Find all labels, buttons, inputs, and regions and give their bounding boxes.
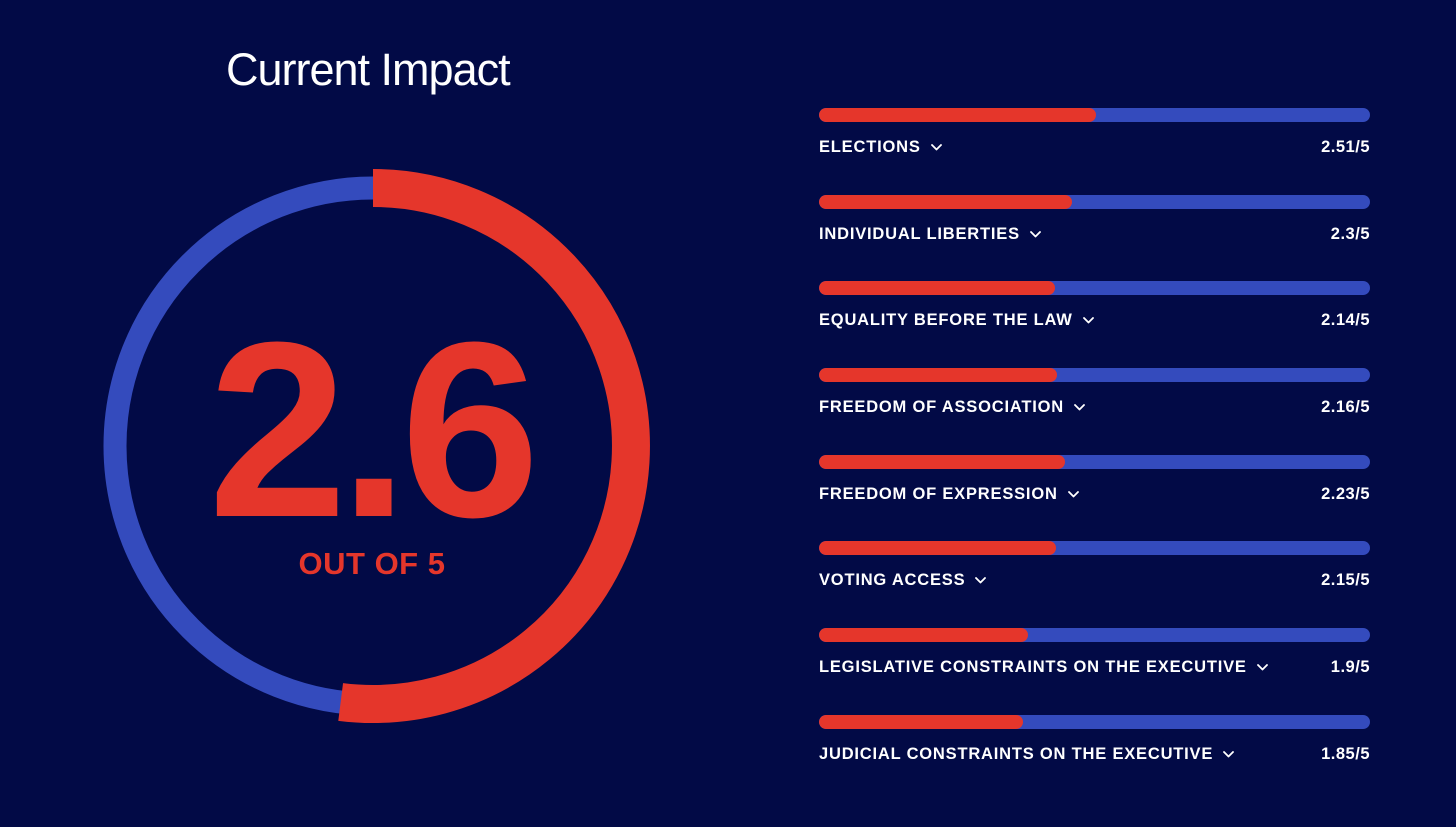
metric-label: FREEDOM OF EXPRESSION <box>819 483 1079 505</box>
metric-item: JUDICIAL CONSTRAINTS ON THE EXECUTIVE 1.8… <box>819 714 1370 802</box>
metric-toggle-5[interactable]: FREEDOM OF EXPRESSION 2.23/5 <box>819 483 1370 505</box>
chevron-down-icon[interactable] <box>1074 404 1085 411</box>
overall-score-gauge: 2.6 OUT OF 5 <box>103 169 650 723</box>
metric-item: EQUALITY BEFORE THE LAW 2.14/5 <box>819 281 1370 368</box>
metric-value: 1.85/5 <box>1321 744 1370 763</box>
chevron-down-icon[interactable] <box>975 577 987 584</box>
metric-toggle-8[interactable]: JUDICIAL CONSTRAINTS ON THE EXECUTIVE 1.8… <box>819 743 1370 765</box>
metric-value: 1.9/5 <box>1330 658 1370 677</box>
metric-bar-track <box>819 281 1370 296</box>
metric-bar-track <box>819 368 1370 383</box>
metric-item: ELECTIONS 2.51/5 <box>819 108 1370 195</box>
metric-toggle-4[interactable]: FREEDOM OF ASSOCIATION 2.16/5 <box>819 396 1370 418</box>
metric-toggle-6[interactable]: VOTING ACCESS 2.15/5 <box>819 569 1370 591</box>
metric-toggle-1[interactable]: ELECTIONS 2.51/5 <box>819 136 1370 158</box>
chevron-down-icon[interactable] <box>1067 490 1079 498</box>
metric-label-text: LEGISLATIVE CONSTRAINTS ON THE EXECUTIVE <box>819 658 1247 677</box>
metric-label: INDIVIDUAL LIBERTIES <box>819 223 1041 245</box>
metric-value: 2.23/5 <box>1321 484 1370 503</box>
metric-label-text: INDIVIDUAL LIBERTIES <box>819 224 1020 243</box>
chevron-down-icon[interactable] <box>1029 230 1041 238</box>
overall-score-value: 2.6 <box>208 290 532 569</box>
chevron-down-icon[interactable] <box>1256 664 1268 671</box>
metrics-list: ELECTIONS 2.51/5 INDIVIDUAL LIBERTIES 2.3/5… <box>819 108 1370 802</box>
metric-bar-fill <box>819 628 1029 643</box>
metric-label-text: FREEDOM OF ASSOCIATION <box>819 398 1064 417</box>
metric-label-text: FREEDOM OF EXPRESSION <box>819 484 1058 503</box>
metric-value: 2.16/5 <box>1321 398 1370 417</box>
metric-bar-track <box>819 714 1370 729</box>
metric-item: LEGISLATIVE CONSTRAINTS ON THE EXECUTIVE… <box>819 628 1370 715</box>
metric-label: VOTING ACCESS <box>819 569 987 591</box>
metric-label-text: VOTING ACCESS <box>819 571 966 590</box>
metric-bar-track <box>819 541 1370 556</box>
overall-score-caption: OUT OF 5 <box>299 546 446 581</box>
metric-bar-track <box>819 454 1370 469</box>
chevron-down-icon[interactable] <box>1082 317 1094 324</box>
metric-value: 2.3/5 <box>1330 224 1370 243</box>
metric-item: FREEDOM OF ASSOCIATION 2.16/5 <box>819 368 1370 455</box>
chevron-down-icon[interactable] <box>930 144 942 151</box>
metric-bar-fill <box>819 194 1073 209</box>
metric-bar-track <box>819 194 1370 209</box>
metric-label-text: EQUALITY BEFORE THE LAW <box>819 311 1073 330</box>
metric-label-text: JUDICIAL CONSTRAINTS ON THE EXECUTIVE <box>819 744 1214 763</box>
metric-label: EQUALITY BEFORE THE LAW <box>819 309 1094 331</box>
chevron-down-icon[interactable] <box>1223 750 1235 758</box>
metric-item: INDIVIDUAL LIBERTIES 2.3/5 <box>819 194 1370 282</box>
metric-value: 2.15/5 <box>1321 571 1370 590</box>
metric-toggle-3[interactable]: EQUALITY BEFORE THE LAW 2.14/5 <box>819 309 1370 331</box>
page-title: Current Impact <box>226 44 511 95</box>
gauge-fill <box>338 169 650 723</box>
metric-bar-track <box>819 628 1370 643</box>
metric-bar-track <box>819 108 1370 122</box>
metric-bar-fill <box>819 541 1056 556</box>
metric-value: 2.51/5 <box>1321 138 1370 156</box>
metric-value: 2.14/5 <box>1321 311 1370 330</box>
metric-label: JUDICIAL CONSTRAINTS ON THE EXECUTIVE <box>819 743 1235 765</box>
metric-bar-fill <box>819 714 1023 729</box>
metric-label-text: ELECTIONS <box>819 138 921 156</box>
metric-label: ELECTIONS <box>819 136 942 158</box>
metric-bar-fill <box>819 281 1055 296</box>
metric-toggle-7[interactable]: LEGISLATIVE CONSTRAINTS ON THE EXECUTIVE… <box>819 656 1370 678</box>
metric-bar-fill <box>819 368 1058 383</box>
metric-label: FREEDOM OF ASSOCIATION <box>819 396 1085 418</box>
metric-item: VOTING ACCESS 2.15/5 <box>819 541 1370 628</box>
metric-label: LEGISLATIVE CONSTRAINTS ON THE EXECUTIVE <box>819 656 1268 678</box>
metric-bar-fill <box>819 454 1065 469</box>
metric-toggle-2[interactable]: INDIVIDUAL LIBERTIES 2.3/5 <box>819 223 1370 245</box>
metric-bar-fill <box>819 108 1096 122</box>
metric-item: FREEDOM OF EXPRESSION 2.23/5 <box>819 454 1370 542</box>
